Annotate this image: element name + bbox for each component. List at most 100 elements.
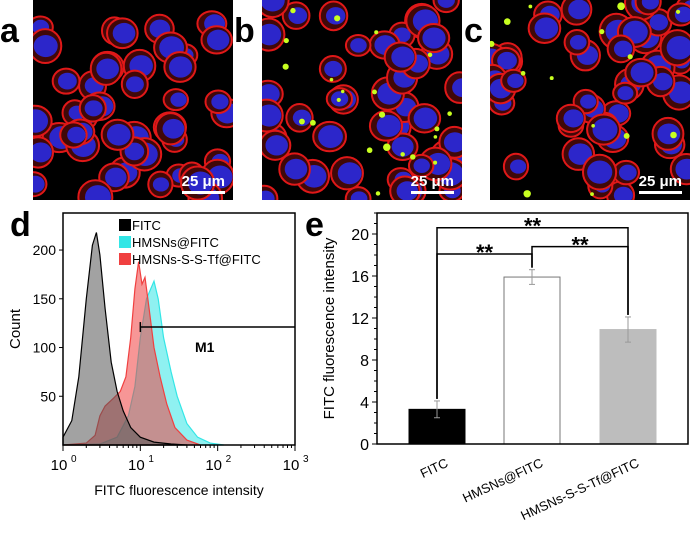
legend-label: FITC [132,218,161,233]
cell-nucleus [675,158,690,180]
legend-label: HMSNs@FITC [132,235,219,250]
fitc-spot [447,111,452,116]
cell-nucleus [580,94,597,109]
y-tick-label: 20 [351,227,369,244]
cell-nucleus [84,100,103,117]
y-tick-label: 150 [33,291,57,307]
fitc-spot [374,30,379,35]
cell-nucleus [265,135,288,156]
fitc-spot [675,9,681,14]
cell-nucleus [443,132,462,153]
cell-nucleus [350,191,368,200]
fitc-spot [528,4,533,9]
cell-nucleus [152,177,170,192]
x-tick-exponent: 1 [148,454,154,465]
cell-nucleus [391,136,414,157]
cell-nucleus [112,22,136,44]
cell-nucleus [106,123,131,146]
fitc-spot [378,111,386,118]
bar-hmsns-fitc [503,276,561,445]
y-axis-label: FITC fluorescence intensity [321,237,338,419]
fitc-spot [433,135,438,139]
x-tick-exponent: 2 [226,454,232,465]
scale-bar-label: 25 μm [410,173,454,190]
cell-nucleus [262,0,285,12]
plot-frame-d [62,212,296,446]
cell-nucleus [587,160,613,184]
fitc-spot [329,77,334,82]
y-tick-label: 12 [351,311,369,328]
fitc-spot [310,119,316,126]
y-tick-label: 16 [351,269,369,286]
cell-nucleus [284,158,308,180]
fitc-spot [434,126,440,132]
fitc-spot [490,40,495,48]
cell-image [33,10,233,200]
fitc-spot [366,147,373,154]
fitc-spot [623,132,630,139]
scale-bar-label: 25 μm [638,173,682,190]
cell-nucleus [613,186,633,200]
cell-nucleus [569,34,587,50]
cell-nucleus [57,72,77,90]
cell-nucleus [396,181,419,200]
cell-nucleus [124,142,145,161]
fitc-spot [336,97,341,103]
cell-nucleus [649,14,668,31]
significance-label: ** [524,214,542,239]
cell-nucleus [168,56,193,78]
cell-nucleus [105,167,127,188]
cell-nucleus [652,72,673,91]
cell-nucleus [666,35,690,60]
y-axis-label: Count [7,308,24,349]
significance-label: ** [476,240,494,265]
fitc-spot [334,15,341,22]
micrograph-a: 25 μm [33,0,233,200]
fitc-spot [290,7,296,14]
panel-label-b: b [234,12,255,50]
cell-nucleus [96,58,119,80]
fitc-spot [549,76,554,81]
cell-nucleus [292,109,312,126]
cell-nucleus [350,38,367,53]
fitc-spot [523,190,531,198]
legend-label: HMSNs-S-S-Tf@FITC [132,252,261,267]
cell-nucleus [534,17,559,40]
cell-nucleus [497,51,517,70]
cell-nucleus [206,29,230,51]
cell-image [490,0,690,200]
fitc-spot [372,89,377,95]
cell-nucleus [422,27,446,49]
fitc-spot [283,37,289,44]
legend-swatch [119,253,131,265]
legend-swatch [119,236,131,248]
fitc-spot [617,2,625,11]
x-tick-label: 10 [283,457,300,474]
panel-label-a: a [0,12,19,50]
cell-nucleus [262,190,275,200]
cell-nucleus [617,86,634,101]
cell-nucleus [187,171,214,195]
x-tick-exponent: 0 [71,454,77,465]
cell-nucleus [657,123,681,145]
fitc-spot [410,154,416,160]
scale-bar-label: 25 μm [181,173,225,190]
cell-nucleus [84,185,111,200]
cell-nucleus [413,158,430,173]
fitc-spot [599,29,605,35]
x-tick-label: 10 [51,457,68,474]
fitc-spot [298,118,305,125]
cell-nucleus [563,109,584,128]
panel-label-e: e [305,206,324,244]
cell-nucleus [568,0,590,20]
cell-nucleus [170,92,187,107]
cell-nucleus [391,46,415,68]
cell-nucleus [33,175,45,193]
fitc-spot [503,18,511,25]
x-tick-label: 10 [128,457,145,474]
histogram-fitc [62,232,187,446]
micrograph-c: 25 μm [490,0,690,200]
cell-nucleus [318,125,343,148]
fitc-spot [520,71,526,76]
